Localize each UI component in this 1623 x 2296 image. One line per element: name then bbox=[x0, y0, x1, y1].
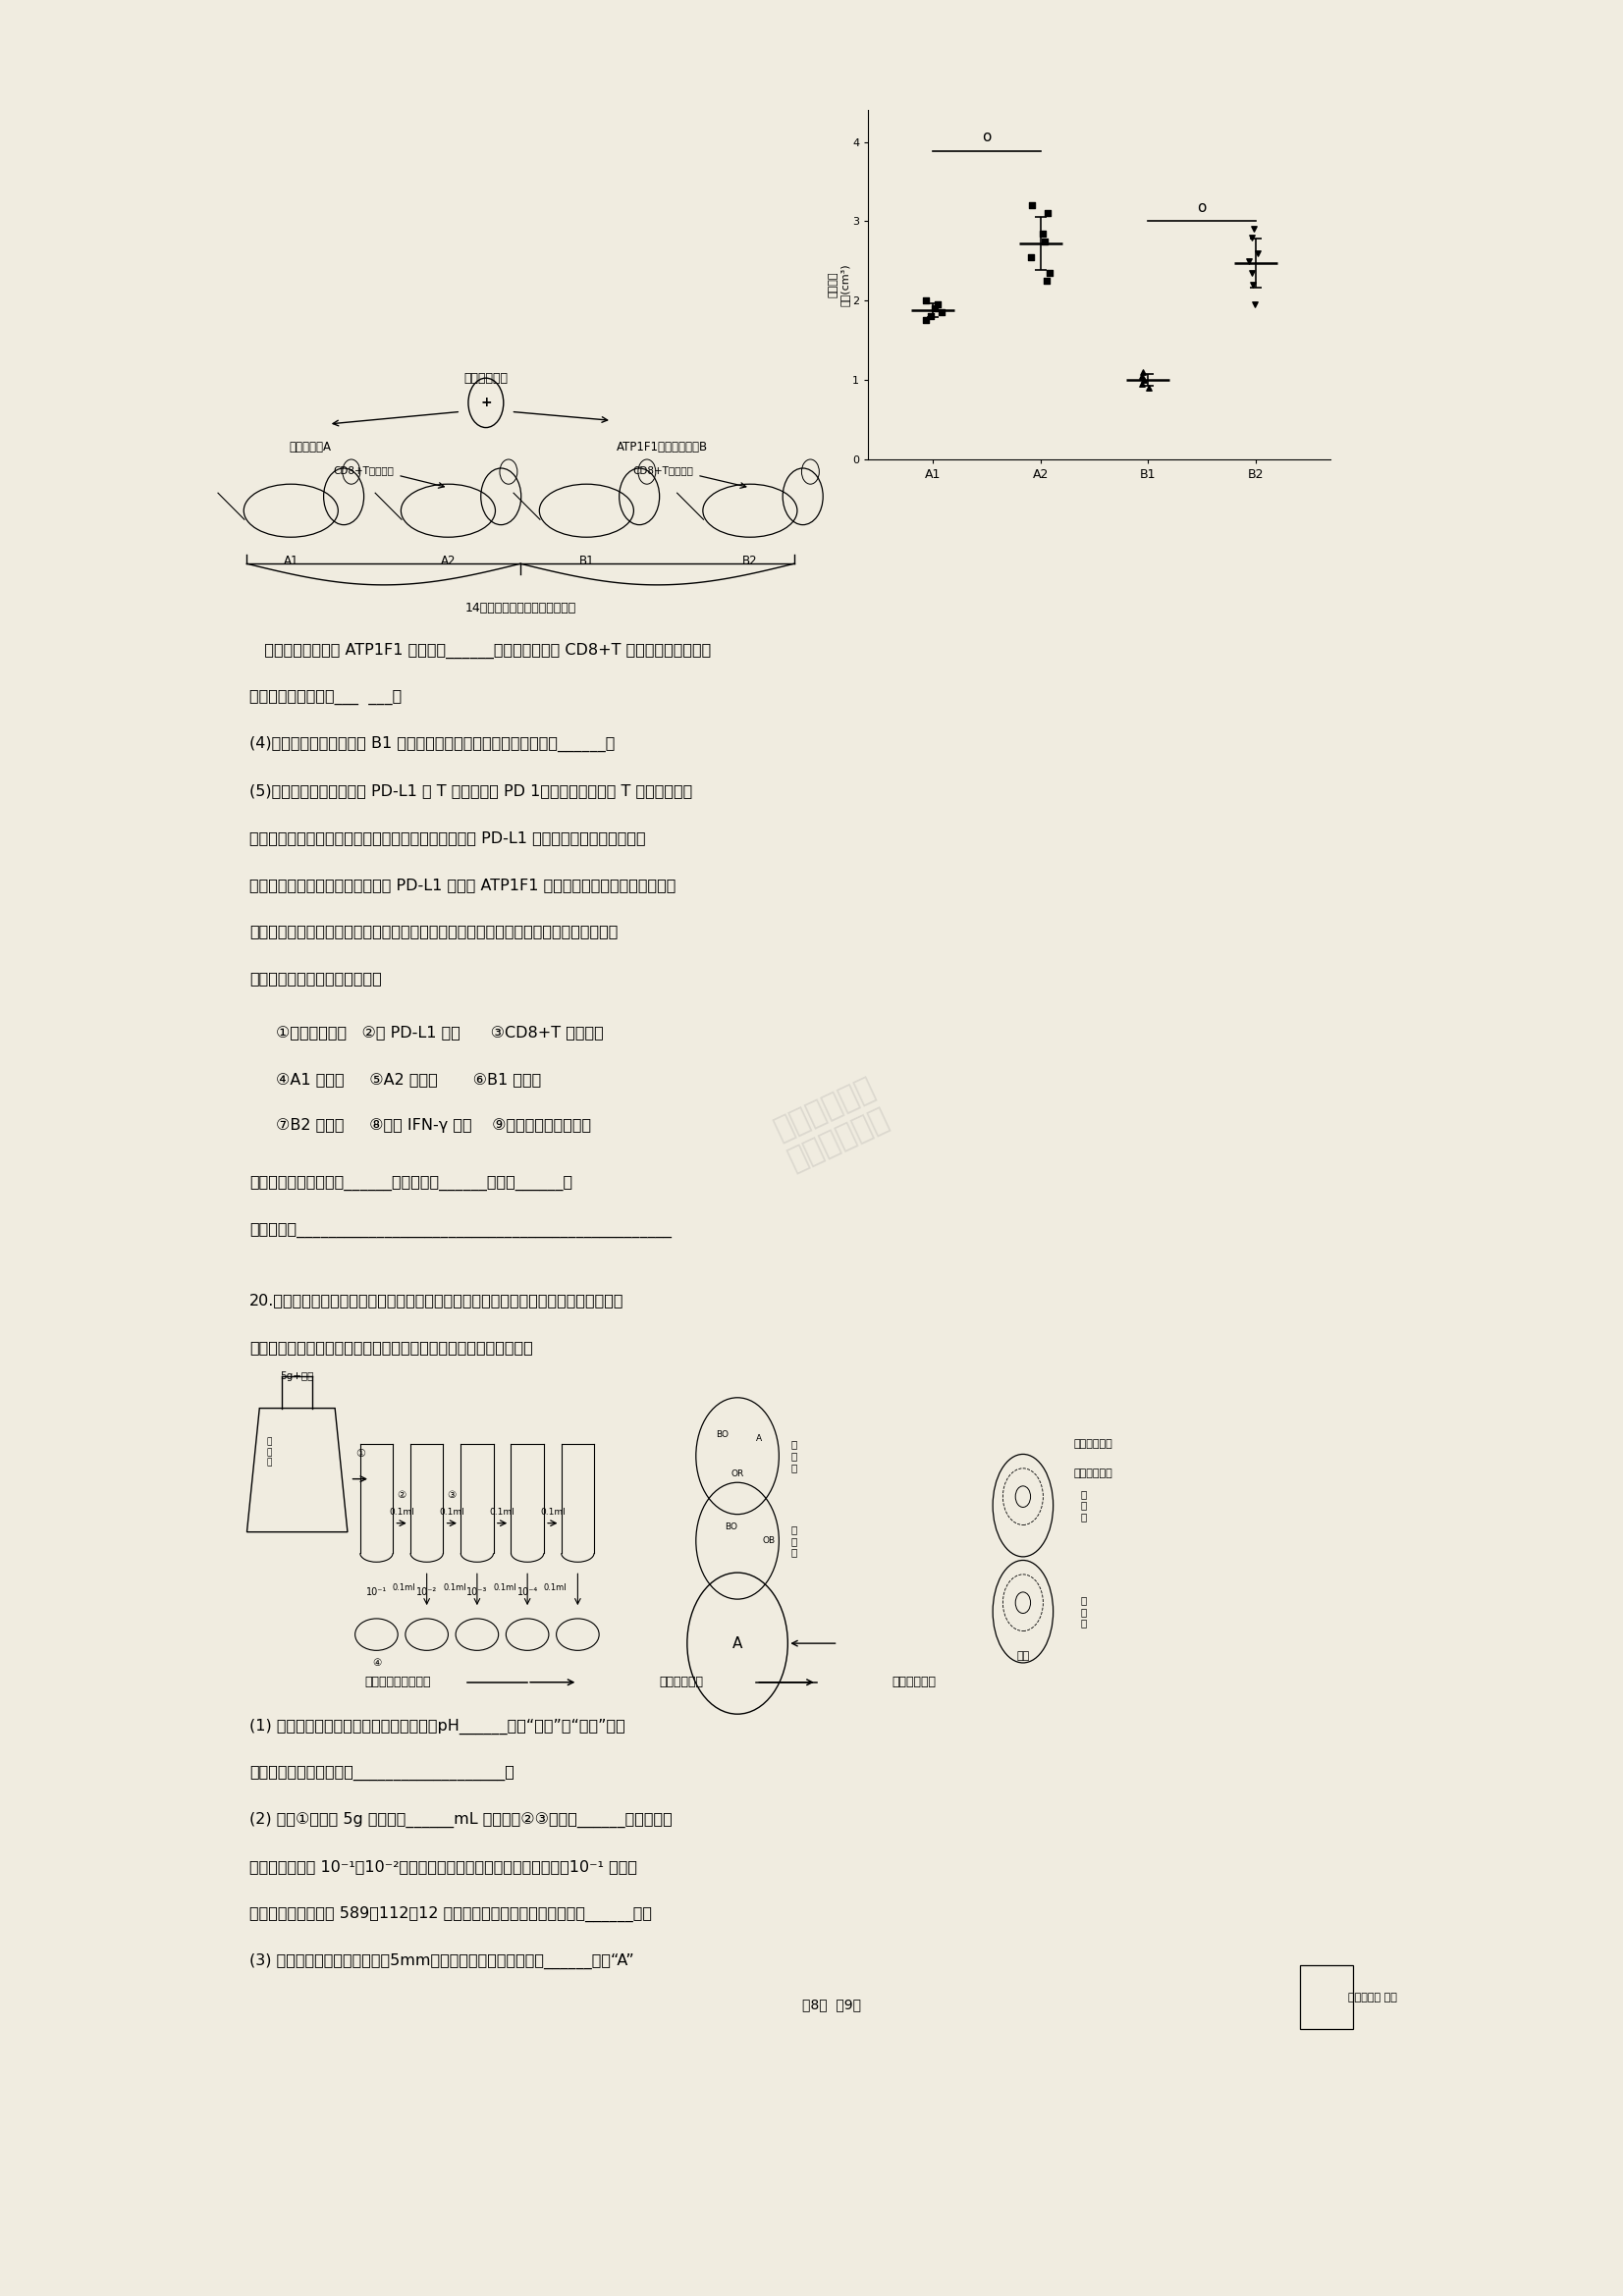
Point bbox=[1136, 370, 1162, 406]
Text: 实验步骤（填序号）：______小鼠，注射______，检测______。: 实验步骤（填序号）：______小鼠，注射______，检测______。 bbox=[250, 1176, 573, 1192]
Text: 5g+土壤: 5g+土壤 bbox=[281, 1371, 315, 1382]
Text: 0.1ml: 0.1ml bbox=[393, 1584, 415, 1591]
Point bbox=[1240, 266, 1266, 303]
Text: 10⁻³: 10⁻³ bbox=[466, 1587, 487, 1598]
Text: 杆菌的内容，若 10⁻¹、10⁻²稀释对应平板上的芽孢完全覆盖培养基，10⁻¹ 对应平: 杆菌的内容，若 10⁻¹、10⁻²稀释对应平板上的芽孢完全覆盖培养基，10⁻¹ … bbox=[250, 1860, 638, 1874]
Text: (3) 甲的菌培选时，应取直径为5mm的苹果树烂病菌菌落移置于______（填“A”: (3) 甲的菌培选时，应取直径为5mm的苹果树烂病菌菌落移置于______（填“… bbox=[250, 1954, 635, 1968]
Circle shape bbox=[1016, 1486, 1031, 1506]
Text: OR: OR bbox=[730, 1469, 743, 1479]
Point bbox=[1034, 195, 1060, 232]
Text: 野生型小鼠A: 野生型小鼠A bbox=[289, 441, 331, 452]
Text: 抑制效果鉴定: 抑制效果鉴定 bbox=[891, 1676, 935, 1688]
Text: ①: ① bbox=[355, 1449, 365, 1458]
Text: B2: B2 bbox=[742, 556, 758, 567]
Text: +: + bbox=[480, 395, 492, 409]
Text: 培养芽孢菌的常用方法是___________________。: 培养芽孢菌的常用方法是___________________。 bbox=[250, 1766, 514, 1782]
Text: 扫描全能王 创建: 扫描全能王 创建 bbox=[1349, 1993, 1397, 2002]
Point bbox=[1242, 211, 1268, 248]
Text: 0.1ml: 0.1ml bbox=[540, 1508, 565, 1518]
Text: 0.1ml: 0.1ml bbox=[544, 1584, 566, 1591]
Text: 芽孢杆菌的分离筛选: 芽孢杆菌的分离筛选 bbox=[365, 1676, 432, 1688]
Text: A: A bbox=[756, 1435, 761, 1442]
Text: 据右图可知，沉默 ATP1F1 基因可以______肿瘦生长。消除 CD8+T 细胞的作用对小鼠肿: 据右图可知，沉默 ATP1F1 基因可以______肿瘦生长。消除 CD8+T … bbox=[250, 643, 711, 659]
Text: 0.1ml: 0.1ml bbox=[440, 1508, 464, 1518]
Point bbox=[1235, 243, 1261, 280]
Point bbox=[1130, 358, 1156, 395]
Text: 感谢第一时间
发现考早知道: 感谢第一时间 发现考早知道 bbox=[769, 1075, 894, 1176]
Text: 预期结果：_______________________________________________: 预期结果：___________________________________… bbox=[250, 1224, 672, 1238]
Text: 0.1ml: 0.1ml bbox=[493, 1584, 516, 1591]
Text: 黑色素瘤细胞: 黑色素瘤细胞 bbox=[464, 372, 508, 383]
Text: (1) 配制培养基时，培养基的灬菌应该在调pH______（填“之前”或“之后”）。: (1) 配制培养基时，培养基的灬菌应该在调pH______（填“之前”或“之后”… bbox=[250, 1717, 625, 1733]
Text: o: o bbox=[1198, 200, 1206, 216]
Text: 打孔，涂抹抗: 打孔，涂抹抗 bbox=[1074, 1440, 1113, 1449]
Point bbox=[922, 289, 948, 326]
Text: 0.1ml: 0.1ml bbox=[443, 1584, 466, 1591]
Text: 并给出预期结果，证实该推测。: 并给出预期结果，证实该推测。 bbox=[250, 971, 381, 985]
Text: 10⁻¹: 10⁻¹ bbox=[367, 1587, 386, 1598]
Text: OB: OB bbox=[763, 1536, 776, 1545]
Circle shape bbox=[1016, 1591, 1031, 1614]
Text: A1: A1 bbox=[284, 556, 299, 567]
Text: ③: ③ bbox=[448, 1490, 456, 1499]
Text: 10⁻⁴: 10⁻⁴ bbox=[518, 1587, 537, 1598]
Point bbox=[914, 282, 940, 319]
Text: (2) 图中①过程取 5g 土壤加入______mL 无菌水，②③过程用______法获得芽孢: (2) 图中①过程取 5g 土壤加入______mL 无菌水，②③过程用____… bbox=[250, 1812, 672, 1828]
Text: CD8+T细胞抗体: CD8+T细胞抗体 bbox=[633, 466, 693, 475]
Point bbox=[1019, 186, 1045, 223]
Text: A: A bbox=[732, 1637, 743, 1651]
Text: 离筛选出能抑制苹果树腾烂病菌生长的芽孢杆菌。实验流程如下图。: 离筛选出能抑制苹果树腾烂病菌生长的芽孢杆菌。实验流程如下图。 bbox=[250, 1341, 532, 1355]
Point bbox=[928, 294, 954, 331]
Text: ②: ② bbox=[398, 1490, 406, 1499]
Point bbox=[1037, 255, 1063, 292]
Text: 目的菌株筛选: 目的菌株筛选 bbox=[659, 1676, 703, 1688]
Point bbox=[1238, 218, 1264, 255]
Y-axis label: 黑色素瘤
体积(cm³): 黑色素瘤 体积(cm³) bbox=[828, 264, 850, 305]
Point bbox=[1029, 216, 1055, 253]
Text: 化，致使肿瘦细胞免疫逃逸。根据该机制研发的多种抗 PD-L1 抗体，已作为治疗肿瘦的药: 化，致使肿瘦细胞免疫逃逸。根据该机制研发的多种抗 PD-L1 抗体，已作为治疗肿… bbox=[250, 831, 646, 845]
Point bbox=[1238, 255, 1264, 292]
Text: 0.1ml: 0.1ml bbox=[490, 1508, 514, 1518]
Text: 瘦体重变化的影响是___  ___。: 瘦体重变化的影响是___ ___。 bbox=[250, 689, 403, 705]
Point bbox=[914, 303, 940, 340]
Text: BO: BO bbox=[716, 1430, 729, 1440]
Text: 蒸
馏
水: 蒸 馏 水 bbox=[266, 1437, 273, 1467]
Text: 物用于验证治疗。研究人员猜测抗 PD-L1 抗体与 ATP1F1 基因沉默在治疗肿瘦上具有叠加: 物用于验证治疗。研究人员猜测抗 PD-L1 抗体与 ATP1F1 基因沉默在治疗… bbox=[250, 877, 675, 891]
Point bbox=[1130, 365, 1156, 402]
Text: 20.苹果树腾烂病由真菌感染引起，为了开发生物防治该病的途径，研究者拟从土壤中分: 20.苹果树腾烂病由真菌感染引起，为了开发生物防治该病的途径，研究者拟从土壤中分 bbox=[250, 1293, 623, 1309]
Text: 14天后检测小鼠的黑色素瘤重量: 14天后检测小鼠的黑色素瘤重量 bbox=[464, 602, 576, 615]
Text: 实
验
组: 实 验 组 bbox=[790, 1440, 797, 1472]
Point bbox=[925, 287, 951, 324]
Text: 效果，在上述实验完成且结果可靠的基础上，请从下列选出合适的选项设计补充一组实验: 效果，在上述实验完成且结果可靠的基础上，请从下列选出合适的选项设计补充一组实验 bbox=[250, 923, 618, 939]
Point bbox=[1131, 360, 1157, 397]
Text: 对
照
组: 对 照 组 bbox=[790, 1525, 797, 1557]
Point bbox=[1245, 234, 1271, 271]
Text: (4)综合实验一、二，解释 B1 组小鼠黑色素肿瘦细胞体积小的原因：______。: (4)综合实验一、二，解释 B1 组小鼠黑色素肿瘦细胞体积小的原因：______… bbox=[250, 737, 615, 753]
Text: BO: BO bbox=[725, 1522, 737, 1531]
Point bbox=[1034, 262, 1060, 298]
Point bbox=[1032, 223, 1058, 259]
Point bbox=[1130, 354, 1156, 390]
Text: ATP1F1基因沉默小鼠B: ATP1F1基因沉默小鼠B bbox=[617, 441, 708, 452]
Text: ⑦B2 组小鼠     ⑧检测 IFN-γ 的量    ⑨检测黑色素瘤的重量: ⑦B2 组小鼠 ⑧检测 IFN-γ 的量 ⑨检测黑色素瘤的重量 bbox=[276, 1118, 591, 1134]
Text: ①黑色素瘤细胞   ②抗 PD-L1 抗体      ③CD8+T 细胞抗体: ①黑色素瘤细胞 ②抗 PD-L1 抗体 ③CD8+T 细胞抗体 bbox=[276, 1024, 604, 1040]
Text: 取平均菌落数分别为 589、112、12 个，则取样土壤中芽孢杆菌总数约______个。: 取平均菌落数分别为 589、112、12 个，则取样土壤中芽孢杆菌总数约____… bbox=[250, 1906, 652, 1922]
Text: A2: A2 bbox=[440, 556, 456, 567]
Text: ④A1 组小鼠     ⑤A2 组小鼠       ⑥B1 组小鼠: ④A1 组小鼠 ⑤A2 组小鼠 ⑥B1 组小鼠 bbox=[276, 1072, 540, 1086]
Text: 0.1ml: 0.1ml bbox=[390, 1508, 414, 1518]
Text: (5)黑色素瘤细胞通过表达 PD-L1 与 T 细胞表面的 PD 1特异性结合，抑制 T 细胞的增殖分: (5)黑色素瘤细胞通过表达 PD-L1 与 T 细胞表面的 PD 1特异性结合，… bbox=[250, 783, 693, 799]
Text: 第8页  共9页: 第8页 共9页 bbox=[802, 1998, 862, 2011]
Text: 打孔: 打孔 bbox=[1016, 1651, 1029, 1660]
Text: 菌样发酵滤液: 菌样发酵滤液 bbox=[1074, 1469, 1113, 1479]
Point bbox=[1242, 287, 1268, 324]
Text: ④: ④ bbox=[372, 1658, 381, 1667]
Text: 10⁻²: 10⁻² bbox=[417, 1587, 437, 1598]
Text: B1: B1 bbox=[579, 556, 594, 567]
Point bbox=[1018, 239, 1044, 276]
Text: 对
照
组: 对 照 组 bbox=[1081, 1596, 1086, 1628]
Text: o: o bbox=[982, 129, 992, 145]
Point bbox=[917, 298, 943, 335]
Text: CD8+T细胞抗体: CD8+T细胞抗体 bbox=[333, 466, 394, 475]
Text: 实
验
组: 实 验 组 bbox=[1081, 1490, 1086, 1522]
